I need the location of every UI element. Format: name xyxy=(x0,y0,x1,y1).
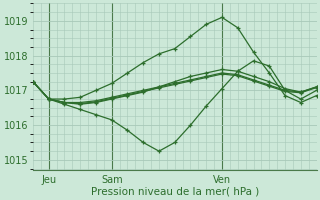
X-axis label: Pression niveau de la mer( hPa ): Pression niveau de la mer( hPa ) xyxy=(91,187,259,197)
